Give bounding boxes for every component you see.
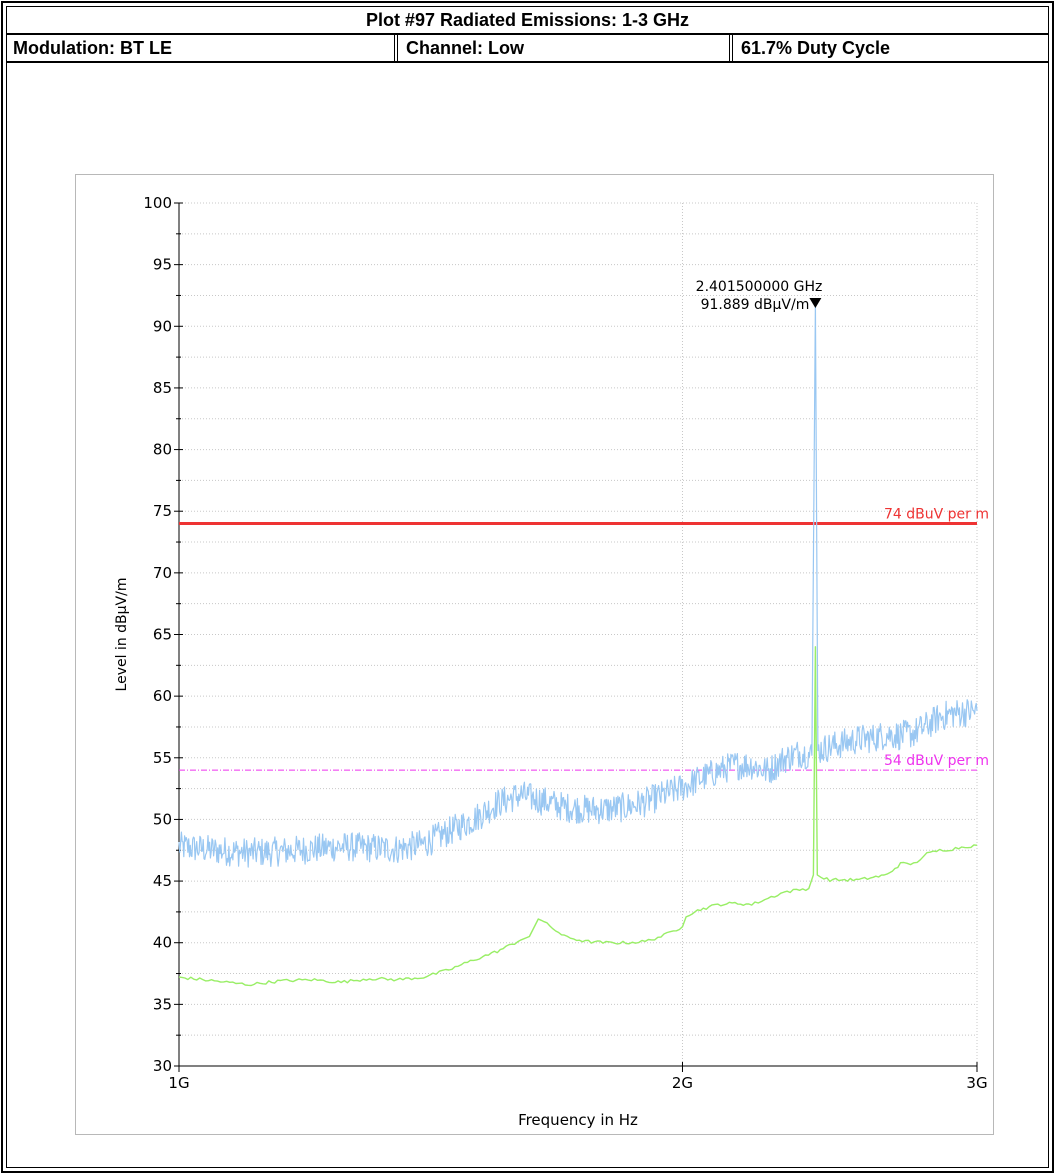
limit-line-label: 74 dBuV per m xyxy=(884,507,989,523)
y-tick-label: 95 xyxy=(153,256,172,274)
plot-sheet-inner: Plot #97 Radiated Emissions: 1-3 GHz Mod… xyxy=(6,6,1049,1168)
axis-layer: 30 35 40 45 50 55 60 65 70 75 80 85 90 95 100 1G 2G 3G xyxy=(143,194,987,1092)
peak-trace xyxy=(178,302,978,868)
y-axis-label: Level in dBµV/m xyxy=(114,578,130,692)
channel-cell: Channel: Low xyxy=(406,38,524,58)
grid-layer xyxy=(178,202,978,1067)
trace-layer xyxy=(178,302,978,987)
average-trace xyxy=(178,646,978,987)
y-tick-label: 70 xyxy=(153,564,172,582)
plot-info-row: Modulation: BT LE Channel: Low 61.7% Dut… xyxy=(7,35,1048,63)
x-tick-label: 1G xyxy=(168,1074,189,1092)
plot-title: Plot #97 Radiated Emissions: 1-3 GHz xyxy=(7,7,1048,35)
marker-frequency-label: 2.401500000 GHz xyxy=(696,279,823,295)
y-tick-label: 100 xyxy=(143,194,172,212)
marker-triangle xyxy=(809,297,822,308)
y-tick-label: 75 xyxy=(153,502,172,520)
y-tick-label: 50 xyxy=(153,810,172,828)
limit-line-label: 54 dBuV per m xyxy=(884,753,989,769)
y-tick-label: 65 xyxy=(153,626,172,644)
x-tick-label: 2G xyxy=(672,1074,693,1092)
info-separator xyxy=(394,35,398,61)
duty-cycle-cell: 61.7% Duty Cycle xyxy=(741,38,891,58)
y-tick-label: 80 xyxy=(153,441,172,459)
info-separator xyxy=(729,35,733,61)
y-tick-label: 60 xyxy=(153,687,172,705)
y-tick-label: 40 xyxy=(153,934,172,952)
y-tick-label: 45 xyxy=(153,872,172,890)
y-tick-label: 55 xyxy=(153,749,172,767)
y-tick-label: 90 xyxy=(153,317,172,335)
marker-layer: 2.401500000 GHz 91.889 dBµV/m xyxy=(696,279,823,313)
y-tick-label: 30 xyxy=(153,1057,172,1075)
x-tick-label: 3G xyxy=(966,1074,987,1092)
x-axis-label: Frequency in Hz xyxy=(518,1111,638,1129)
limit-layer: 74 dBuV per m 54 dBuV per m xyxy=(179,507,989,771)
marker-level-label: 91.889 dBµV/m xyxy=(701,297,810,313)
y-tick-label: 85 xyxy=(153,379,172,397)
modulation-cell: Modulation: BT LE xyxy=(13,38,172,58)
emissions-chart: 30 35 40 45 50 55 60 65 70 75 80 85 90 95 100 1G 2G 3G 74… xyxy=(114,194,989,1129)
y-tick-label: 35 xyxy=(153,995,172,1013)
chart-frame: 30 35 40 45 50 55 60 65 70 75 80 85 90 95 100 1G 2G 3G 74… xyxy=(75,174,994,1135)
